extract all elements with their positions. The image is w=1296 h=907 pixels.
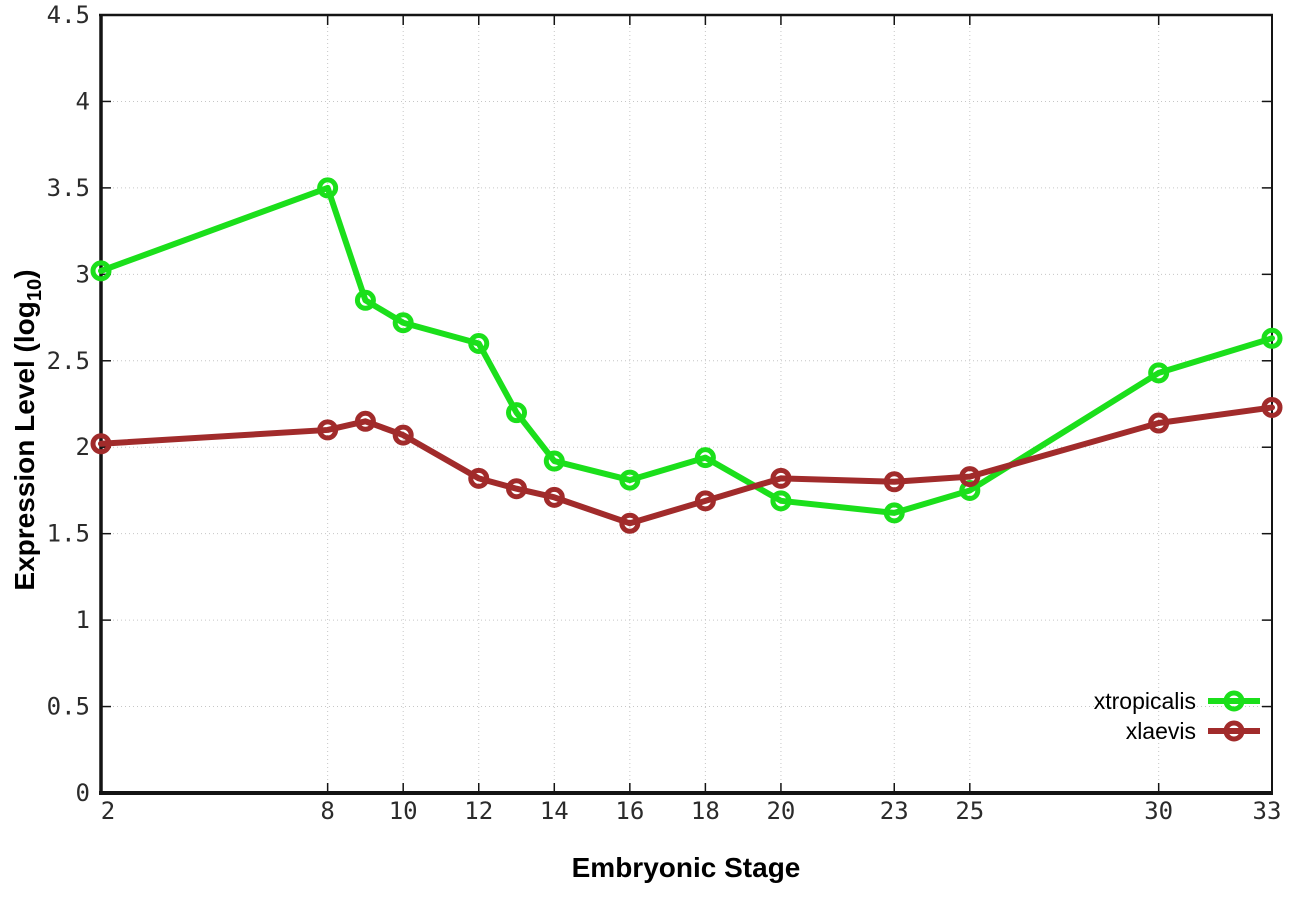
y-tick-label-2: 2 <box>76 433 90 461</box>
legend-line-marker-icon <box>1208 720 1260 742</box>
data-point-xtropicalis-23 <box>883 502 905 524</box>
x-tick-label-8: 8 <box>320 797 334 825</box>
y-tick-label-1.5: 1.5 <box>47 520 90 548</box>
data-point-xtropicalis-13 <box>506 402 528 424</box>
y-axis-title-subscript: 10 <box>23 278 46 302</box>
x-tick-label-16: 16 <box>615 797 644 825</box>
legend: xtropicalis xlaevis <box>1094 686 1262 746</box>
x-tick-label-23: 23 <box>880 797 909 825</box>
x-tick-label-33: 33 <box>1253 797 1282 825</box>
x-tick-label-12: 12 <box>464 797 493 825</box>
data-point-xlaevis-13 <box>506 478 528 500</box>
x-tick-label-10: 10 <box>389 797 418 825</box>
data-point-xlaevis-12 <box>468 467 490 489</box>
x-tick-label-14: 14 <box>540 797 569 825</box>
data-point-xtropicalis-10 <box>392 312 414 334</box>
data-point-xtropicalis-8 <box>317 177 339 199</box>
y-tick-label-0: 0 <box>76 779 90 807</box>
series-xtropicalis <box>90 177 1283 524</box>
legend-label: xlaevis <box>1125 717 1196 744</box>
data-point-xlaevis-23 <box>883 471 905 493</box>
x-tick-label-2: 2 <box>101 797 115 825</box>
series-line-xtropicalis <box>98 184 1275 516</box>
data-point-xtropicalis-14 <box>543 450 565 472</box>
x-tick-label-25: 25 <box>955 797 984 825</box>
gridlines <box>101 15 1272 793</box>
data-point-xtropicalis-33 <box>1261 327 1283 349</box>
x-tick-labels: 2 8 10 12 14 16 18 20 23 25 30 33 <box>101 797 1282 825</box>
data-point-xlaevis-14 <box>543 486 565 508</box>
y-tick-labels: 0 0.5 1 1.5 2 2.5 3 3.5 4 4.5 <box>47 1 90 807</box>
legend-item-xlaevis: xlaevis <box>1094 716 1262 746</box>
data-point-xlaevis-10 <box>392 424 414 446</box>
y-tick-label-4.5: 4.5 <box>47 1 90 29</box>
legend-item-xtropicalis: xtropicalis <box>1094 686 1262 716</box>
data-point-xlaevis-25 <box>959 466 981 488</box>
data-point-xlaevis-33 <box>1261 396 1283 418</box>
y-tick-label-2.5: 2.5 <box>47 347 90 375</box>
data-point-xlaevis-16 <box>619 512 641 534</box>
y-tick-label-0.5: 0.5 <box>47 693 90 721</box>
y-tick-label-4: 4 <box>76 87 90 115</box>
legend-sample-marker <box>1223 690 1245 712</box>
series-xlaevis <box>90 396 1283 534</box>
y-axis-title: Expression Level (log10) <box>9 269 47 590</box>
y-tick-label-3.5: 3.5 <box>47 174 90 202</box>
data-point-xtropicalis-18 <box>694 447 716 469</box>
x-tick-label-18: 18 <box>691 797 720 825</box>
legend-sample-marker <box>1223 720 1245 742</box>
y-tick-label-3: 3 <box>76 260 90 288</box>
legend-line-marker-icon <box>1208 690 1260 712</box>
data-point-xlaevis-8 <box>317 419 339 441</box>
data-point-xlaevis-30 <box>1148 412 1170 434</box>
x-axis-title: Embryonic Stage <box>571 852 801 883</box>
data-point-xlaevis-18 <box>694 490 716 512</box>
x-tick-label-30: 30 <box>1144 797 1173 825</box>
data-point-xlaevis-2 <box>90 433 112 455</box>
plot-border <box>99 13 1273 795</box>
data-point-xtropicalis-20 <box>770 490 792 512</box>
data-point-xlaevis-9 <box>354 410 376 432</box>
data-point-xtropicalis-9 <box>354 289 376 311</box>
data-point-xtropicalis-16 <box>619 469 641 491</box>
data-point-xtropicalis-12 <box>468 332 490 354</box>
data-point-xtropicalis-30 <box>1148 362 1170 384</box>
y-axis-title-text: Expression Level (log <box>9 301 41 591</box>
data-point-xlaevis-20 <box>770 467 792 489</box>
x-tick-label-20: 20 <box>766 797 795 825</box>
y-axis-title-suffix: ) <box>9 269 41 279</box>
data-point-xtropicalis-2 <box>90 260 112 282</box>
y-tick-label-1: 1 <box>76 606 90 634</box>
tick-marks <box>100 14 1273 794</box>
legend-label: xtropicalis <box>1093 687 1196 714</box>
